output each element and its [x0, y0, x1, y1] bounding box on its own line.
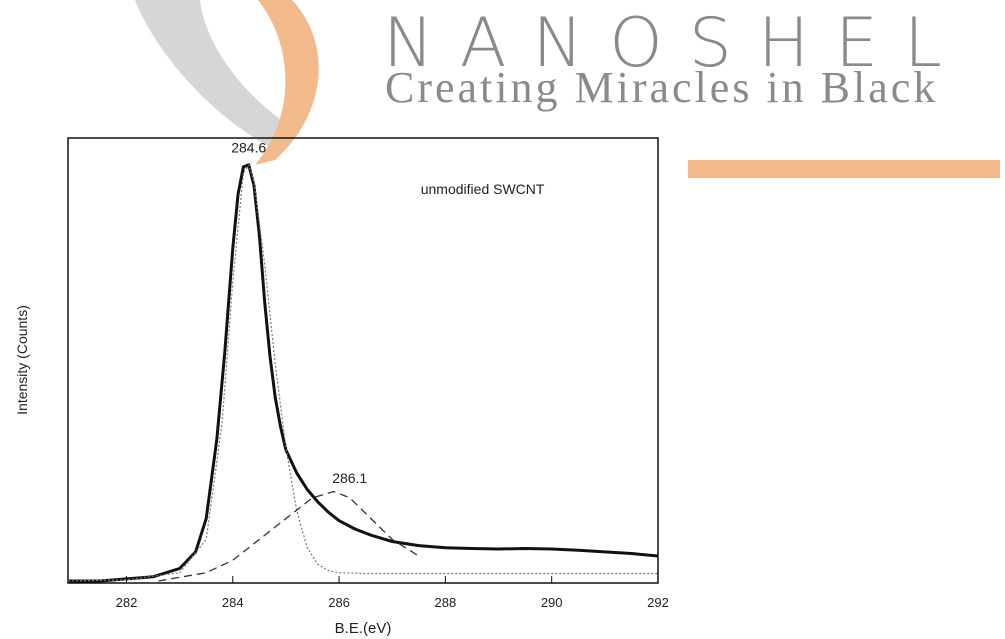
x-tick-label: 284 [222, 595, 244, 610]
x-tick-label: 292 [647, 595, 669, 610]
plot-frame [67, 137, 659, 584]
annotation-2: 284.6 [231, 139, 266, 155]
series-line-1 [68, 163, 659, 583]
logo-swoosh-gray [135, 0, 300, 150]
logo-swoosh-orange [255, 0, 319, 165]
x-axis-label: B.E.(eV) [335, 620, 392, 637]
annotation-1: unmodified SWCNT [421, 181, 545, 197]
series-line-3 [158, 490, 420, 582]
x-tick-label: 290 [541, 595, 563, 610]
brand-name: NANOSHEL [383, 4, 968, 83]
brand-tagline: Creating Miracles in Black [385, 63, 939, 112]
logo-underline-bar [688, 160, 1000, 178]
logo-swoosh [135, 0, 1000, 178]
x-tick-label: 282 [116, 595, 138, 610]
annotation-3: 286.1 [332, 470, 367, 486]
y-axis-label: Intensity (Counts) [14, 305, 30, 415]
x-tick-label: 286 [328, 595, 350, 610]
x-tick-label: 288 [435, 595, 457, 610]
series-line-2 [67, 164, 658, 582]
